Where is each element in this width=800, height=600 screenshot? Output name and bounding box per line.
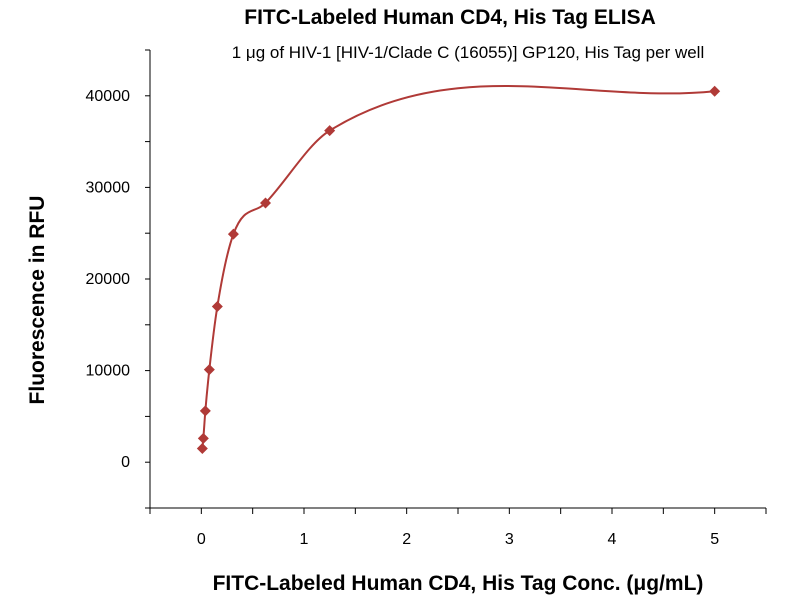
data-point [709, 85, 721, 97]
x-axis-ticks: 0 1 2 3 4 5 [149, 508, 767, 548]
data-point [227, 228, 239, 240]
y-tick-label: 40000 [86, 88, 131, 105]
fit-curve [201, 85, 715, 449]
x-tick-label: 3 [505, 531, 514, 548]
y-tick-label: 20000 [86, 271, 131, 288]
y-tick-label: 30000 [86, 179, 131, 196]
data-point [324, 125, 336, 137]
x-tick-label: 2 [402, 531, 411, 548]
data-point [211, 300, 223, 312]
x-tick-label: 1 [300, 531, 309, 548]
data-point [203, 364, 215, 376]
plot-area: 0 10000 20000 30000 40000 0 1 2 3 4 5 [86, 49, 767, 548]
data-point [260, 197, 271, 209]
data-point [199, 405, 211, 417]
x-tick-label: 4 [608, 531, 617, 548]
chart-title: FITC-Labeled Human CD4, His Tag ELISA [244, 6, 656, 29]
y-axis-label: Fluorescence in RFU [26, 196, 49, 405]
x-tick-label: 5 [710, 531, 719, 548]
x-tick-label: 0 [197, 531, 206, 548]
y-tick-label: 10000 [86, 363, 131, 380]
y-axis-ticks: 0 10000 20000 30000 40000 [86, 49, 150, 509]
data-points [196, 85, 721, 454]
x-axis-label: FITC-Labeled Human CD4, His Tag Conc. (μ… [213, 572, 704, 595]
data-point [196, 442, 208, 454]
y-tick-label: 0 [121, 454, 130, 471]
chart-subtitle: 1 μg of HIV-1 [HIV-1/Clade C (16055)] GP… [232, 43, 705, 62]
data-point [197, 432, 209, 444]
